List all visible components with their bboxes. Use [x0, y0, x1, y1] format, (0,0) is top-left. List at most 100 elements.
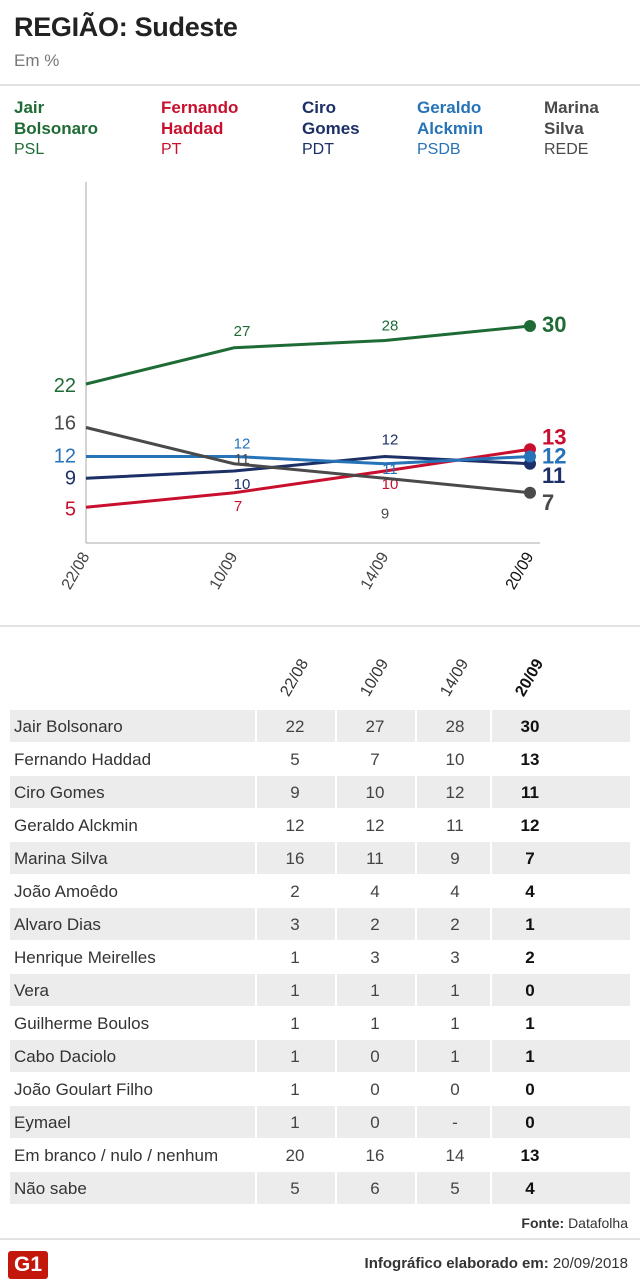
series-line [85, 426, 531, 495]
legend-name: Haddad [161, 119, 224, 138]
column-separator [415, 710, 417, 742]
table-column-header: 20/09 [512, 656, 548, 700]
table-cell: 10 [365, 783, 385, 802]
table-row: Cabo Daciolo 1 0 1 1 [10, 1040, 630, 1072]
column-separator [490, 974, 492, 1006]
table-cell: 2 [450, 915, 460, 934]
column-separator [255, 875, 257, 907]
column-separator [255, 743, 257, 775]
candidate-name: Fernando Haddad [14, 750, 152, 769]
legend-party: PDT [302, 141, 334, 158]
table-cell: 12 [285, 816, 305, 835]
table-cell: 1 [450, 1014, 460, 1033]
candidate-name: Vera [14, 981, 49, 1000]
legend-item-ciro: Ciro Gomes PDT [302, 97, 422, 160]
data-label: 22 [54, 375, 76, 397]
candidate-name: Geraldo Alckmin [14, 816, 138, 835]
candidate-name: Não sabe [14, 1179, 87, 1198]
data-label: 16 [54, 413, 76, 435]
column-separator [490, 941, 492, 973]
table-cell: 5 [290, 1179, 300, 1198]
data-label: 9 [381, 505, 389, 522]
table-cell: 1 [370, 1014, 380, 1033]
column-separator [490, 809, 492, 841]
column-separator [415, 743, 417, 775]
table-cell: 27 [365, 717, 385, 736]
column-separator [335, 809, 337, 841]
legend-party: PSDB [417, 141, 461, 158]
table-cell: 22 [285, 717, 305, 736]
column-separator [490, 1106, 492, 1138]
column-separator [335, 1139, 337, 1171]
divider [0, 625, 640, 627]
table-cell: 12 [365, 816, 385, 835]
series-line [85, 324, 531, 386]
table-cell: 1 [290, 981, 300, 1000]
x-tick-label: 10/09 [207, 549, 242, 592]
table-cell: 1 [290, 1047, 300, 1066]
legend-item-bolsonaro: Jair Bolsonaro PSL [14, 97, 134, 160]
source-label: Fonte: [521, 1215, 565, 1231]
end-point [524, 450, 536, 463]
candidate-name: Cabo Daciolo [14, 1047, 117, 1066]
candidate-name: Eymael [14, 1113, 71, 1132]
column-separator [415, 974, 417, 1006]
candidate-name: João Amoêdo [14, 882, 118, 901]
candidate-name: João Goulart Filho [14, 1080, 153, 1099]
table-cell: 0 [525, 1080, 535, 1099]
end-point [524, 486, 536, 499]
column-separator [335, 1007, 337, 1039]
column-separator [255, 1139, 257, 1171]
table-cell: 6 [370, 1179, 380, 1198]
table-cell: 11 [521, 783, 539, 802]
table-cell: 13 [520, 750, 540, 769]
column-separator [490, 1073, 492, 1105]
column-separator [255, 776, 257, 808]
column-separator [415, 842, 417, 874]
divider [0, 1238, 640, 1240]
candidate-name: Marina Silva [14, 849, 108, 868]
column-separator [490, 1172, 492, 1204]
divider [0, 84, 640, 86]
table-cell: 7 [525, 849, 535, 868]
table-cell: 16 [365, 1146, 385, 1165]
column-separator [255, 1040, 257, 1072]
x-tick-label: 22/08 [59, 549, 94, 592]
legend-name: Geraldo [417, 98, 482, 117]
data-label: 5 [65, 498, 76, 520]
data-label: 11 [382, 461, 398, 478]
column-separator [415, 1106, 417, 1138]
series-line [86, 455, 531, 466]
legend-item-alckmin: Geraldo Alckmin PSDB [417, 97, 537, 160]
table-cell: 9 [290, 783, 300, 802]
table-row: Fernando Haddad 5 7 10 13 [10, 743, 630, 775]
column-separator [255, 1007, 257, 1039]
column-separator [255, 1106, 257, 1138]
table-row: Em branco / nulo / nenhum 20 16 14 13 [10, 1139, 630, 1171]
table-cell: 1 [370, 981, 380, 1000]
column-separator [255, 1073, 257, 1105]
column-separator [335, 1040, 337, 1072]
column-separator [335, 941, 337, 973]
column-separator [335, 908, 337, 940]
table-cell: 2 [290, 882, 300, 901]
table-column-header: 14/09 [437, 656, 473, 700]
table-cell: 0 [450, 1080, 460, 1099]
legend-name: Fernando [161, 98, 239, 117]
column-separator [415, 908, 417, 940]
table-cell: 1 [450, 981, 460, 1000]
table-row: João Amoêdo 2 4 4 4 [10, 875, 630, 907]
table-cell: 5 [450, 1179, 460, 1198]
column-separator [255, 809, 257, 841]
table-cell: 2 [370, 915, 380, 934]
data-label: 12 [234, 436, 251, 453]
column-separator [490, 842, 492, 874]
source-note: Fonte: Datafolha [521, 1215, 628, 1231]
column-separator [415, 1040, 417, 1072]
column-separator [335, 776, 337, 808]
chart-title: REGIÃO: Sudeste [14, 12, 238, 42]
candidate-name: Alvaro Dias [14, 915, 101, 934]
table-cell: 11 [446, 816, 464, 835]
table-cell: 4 [370, 882, 380, 901]
